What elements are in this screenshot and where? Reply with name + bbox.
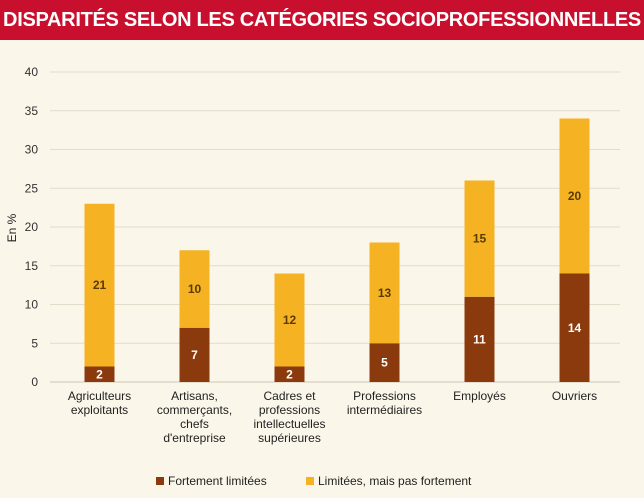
chart-title-banner: DISPARITÉS SELON LES CATÉGORIES SOCIOPRO… — [0, 0, 644, 40]
data-label: 2 — [96, 367, 103, 381]
category-label: Professions intermédiaires — [347, 389, 422, 417]
category-label-line: Employés — [453, 389, 506, 403]
bar-segment — [559, 273, 590, 382]
bar-segment — [179, 327, 210, 382]
data-label: 15 — [473, 232, 487, 246]
category-label: Cadres et professions intellectuelles supér… — [253, 389, 325, 445]
gridlines — [50, 71, 620, 383]
y-tick-label: 30 — [25, 143, 39, 157]
bars: 2 21 7 10 2 12 5 13 11 15 14 20 — [84, 118, 590, 382]
data-label: 13 — [378, 286, 392, 300]
bar-segment — [274, 366, 305, 382]
category-label-line: Professions — [353, 389, 416, 403]
legend-swatch — [306, 477, 314, 485]
category-label-line: exploitants — [71, 403, 128, 417]
y-tick-label: 35 — [25, 104, 39, 118]
category-label-line: d'entreprise — [163, 431, 226, 445]
category-label-line: Agriculteurs — [68, 389, 131, 403]
bar-segment — [274, 273, 305, 367]
category-label-line: chefs — [180, 417, 209, 431]
category-label: Employés — [453, 389, 506, 403]
bar-segment — [464, 296, 495, 382]
category-label-line: professions — [259, 403, 320, 417]
y-axis-ticks: 0 5 10 15 20 25 30 35 40 — [25, 65, 39, 389]
data-label: 11 — [473, 332, 486, 346]
bar-segment — [464, 180, 495, 297]
category-label-line: commerçants, — [157, 403, 232, 417]
y-tick-label: 10 — [25, 298, 39, 312]
bar-segment — [179, 250, 210, 328]
category-label-line: intellectuelles — [253, 417, 325, 431]
legend: Fortement limitées Limitées, mais pas for… — [156, 474, 472, 488]
y-axis-label: En % — [5, 213, 19, 242]
category-label-line: intermédiaires — [347, 403, 422, 417]
data-label: 20 — [568, 189, 582, 203]
bar-segment — [369, 343, 400, 382]
y-tick-label: 0 — [31, 375, 38, 389]
data-label: 12 — [283, 313, 297, 327]
data-label: 2 — [286, 367, 293, 381]
y-tick-label: 15 — [25, 259, 39, 273]
legend-label: Limitées, mais pas fortement — [318, 474, 472, 488]
data-label: 7 — [191, 348, 198, 362]
bar-segment — [84, 366, 115, 382]
category-label: Ouvriers — [552, 389, 597, 403]
data-label: 14 — [568, 321, 582, 335]
bar-segment — [84, 203, 115, 367]
category-labels: Agriculteurs exploitants Artisans, commerça… — [68, 389, 597, 445]
data-label: 21 — [93, 278, 107, 292]
y-tick-label: 20 — [25, 220, 39, 234]
bar-segment — [369, 242, 400, 344]
category-label: Artisans, commerçants, chefs d'entreprise — [157, 389, 232, 445]
y-tick-label: 40 — [25, 65, 39, 79]
data-label: 5 — [381, 356, 388, 370]
bar-segment — [559, 118, 590, 274]
category-label-line: Ouvriers — [552, 389, 597, 403]
legend-label: Fortement limitées — [168, 474, 267, 488]
category-label-line: Cadres et — [263, 389, 316, 403]
y-tick-label: 25 — [25, 181, 39, 195]
legend-swatch — [156, 477, 164, 485]
category-label: Agriculteurs exploitants — [68, 389, 131, 417]
category-label-line: supérieures — [258, 431, 321, 445]
data-label: 10 — [188, 282, 202, 296]
category-label-line: Artisans, — [171, 389, 218, 403]
y-tick-label: 5 — [31, 336, 38, 350]
